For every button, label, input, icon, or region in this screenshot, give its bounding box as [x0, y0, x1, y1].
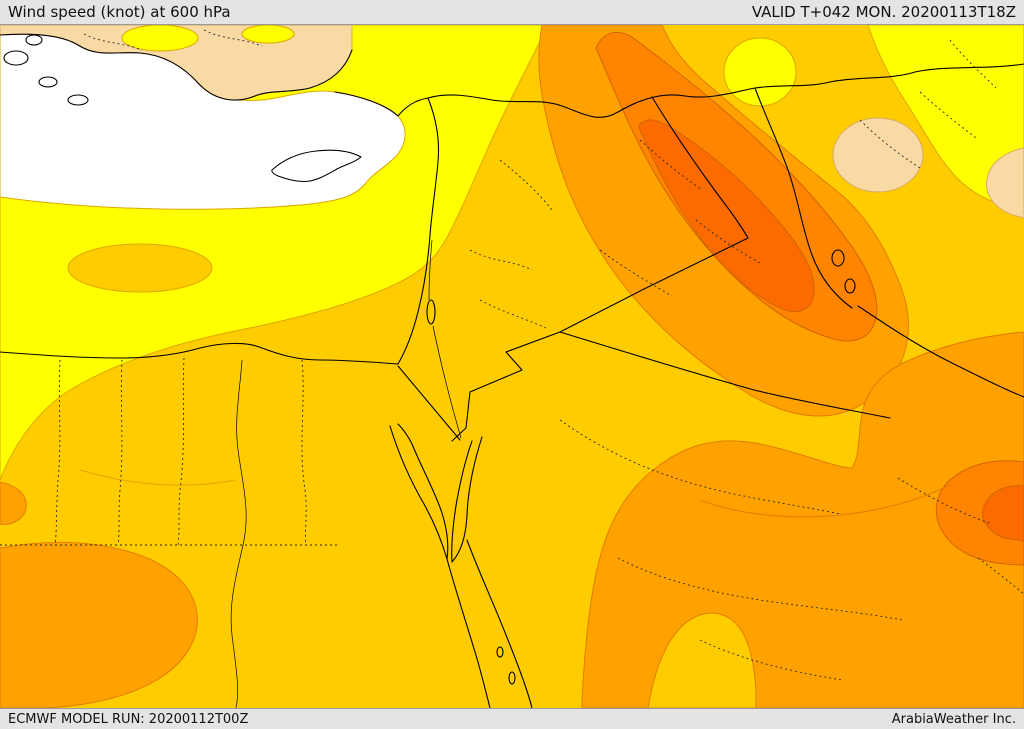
nile-river	[230, 359, 247, 708]
brand-label: ArabiaWeather Inc.	[891, 711, 1016, 727]
weather-map	[0, 25, 1024, 708]
wind-speed-bands	[0, 25, 1024, 708]
iran-iraq-border	[754, 87, 853, 309]
band-cream-east-1	[832, 117, 924, 193]
admin-boundary-iraq-1	[639, 139, 703, 191]
egypt-coastline	[0, 342, 399, 365]
country-borders	[230, 63, 1024, 708]
red-sea-west-coast	[446, 558, 491, 708]
iraq-saudi-border	[559, 331, 891, 419]
band-yellow-patch-northeast	[723, 37, 797, 107]
admin-boundary-turkey-1	[83, 33, 143, 51]
gulf-of-aqaba-coast	[451, 436, 483, 563]
hatay-coastline	[334, 91, 429, 117]
admin-boundary-saudi-1	[559, 419, 841, 515]
aegean-island-4	[25, 34, 43, 46]
iraq-lake-1	[831, 249, 845, 267]
band-cream-east-2	[986, 147, 1024, 219]
band-yellow-patch-anatolia-1	[121, 25, 199, 52]
aegean-island-3	[67, 94, 89, 106]
admin-boundary-iraq-2	[695, 219, 763, 265]
admin-boundary-egypt-4	[301, 359, 307, 546]
turkey-east-border	[754, 63, 1024, 89]
band-deep-orange-core	[638, 119, 815, 312]
admin-boundary-syria-1	[469, 249, 533, 271]
model-run-label: ECMWF MODEL RUN: 20200112T00Z	[8, 711, 249, 727]
band-orange-southwest	[0, 541, 198, 708]
band-dark-orange-right	[935, 460, 1024, 566]
red-sea-east-coast	[466, 539, 533, 708]
valid-time-label: VALID T+042 MON. 20200113T18Z	[751, 3, 1016, 21]
gulf-of-suez-coast	[389, 423, 449, 560]
egypt-israel-border	[397, 365, 461, 441]
red-sea-island-2	[508, 671, 516, 685]
admin-boundary-egypt-3	[177, 357, 185, 546]
red-sea-island-1	[496, 646, 504, 658]
aegean-island-2	[38, 76, 58, 88]
admin-boundary-saudi-3	[897, 477, 993, 525]
admin-boundary-iran-1	[919, 91, 977, 139]
admin-boundary-saudi-4	[699, 639, 843, 681]
persian-gulf-coast	[857, 305, 1024, 398]
syria-iraq-border	[651, 96, 749, 239]
band-orange-southeast	[581, 331, 1024, 708]
band-deep-orange-right	[982, 485, 1024, 542]
turkey-syria-border	[427, 87, 756, 118]
admin-boundary-egypt-2	[117, 359, 123, 546]
admin-boundary-jordan-1	[479, 299, 547, 329]
jordan-saudi-border	[451, 331, 561, 442]
band-orange-left-small	[0, 481, 27, 525]
dead-sea	[426, 299, 436, 325]
coastlines	[0, 33, 1024, 708]
band-yellow-patch-anatolia-2	[241, 25, 295, 44]
footer-bar: ECMWF MODEL RUN: 20200112T00Z ArabiaWeat…	[0, 708, 1024, 729]
band-gold-tongue-bottom	[647, 612, 757, 708]
band-gold-patch-sea	[67, 243, 213, 293]
cyprus-island	[271, 149, 362, 183]
admin-boundary-saudi-5	[977, 557, 1024, 595]
iraq-lake-2	[844, 278, 856, 294]
turkey-coastline	[0, 33, 353, 101]
contour-line-south-gold	[79, 469, 236, 486]
admin-boundary-saudi-2	[617, 557, 903, 621]
jordan-iraq-border	[559, 237, 749, 333]
admin-boundary-syria-2	[499, 159, 553, 211]
levant-coastline	[397, 97, 440, 365]
admin-boundaries	[0, 29, 1024, 681]
map-title: Wind speed (knot) at 600 hPa	[8, 3, 231, 21]
aegean-island-1	[3, 50, 29, 66]
admin-boundary-turkey-2	[203, 29, 263, 47]
arava-border	[432, 325, 462, 439]
admin-boundary-iran-3	[859, 119, 921, 169]
header-bar: Wind speed (knot) at 600 hPa VALID T+042…	[0, 0, 1024, 25]
jordan-river	[428, 239, 433, 301]
contour-line-southeast	[699, 484, 951, 518]
admin-boundary-iran-2	[949, 39, 997, 89]
